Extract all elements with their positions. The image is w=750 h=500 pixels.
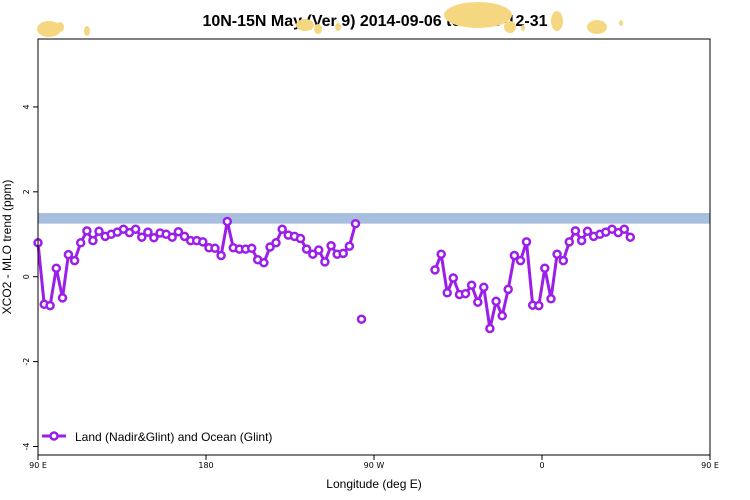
- x-axis: 90 E 180 90 W 0 90 E: [29, 455, 719, 470]
- data-point: [308, 249, 318, 259]
- data-point: [69, 255, 80, 266]
- map-strip-land: [37, 21, 61, 38]
- data-point: [442, 288, 452, 298]
- data-point: [515, 255, 526, 266]
- series-layer: [33, 216, 636, 334]
- data-point: [173, 226, 184, 237]
- data-point: [63, 249, 74, 260]
- data-point: [460, 288, 471, 299]
- x-tick-label: 90 E: [29, 461, 47, 470]
- data-point: [552, 249, 562, 259]
- data-point: [479, 282, 489, 293]
- data-point: [436, 249, 446, 259]
- data-point: [143, 227, 153, 237]
- data-point: [75, 238, 86, 248]
- data-point: [45, 300, 55, 311]
- map-strip-land: [296, 19, 314, 32]
- data-point: [326, 240, 336, 251]
- data-point: [167, 232, 177, 242]
- map-strip-land: [521, 25, 525, 32]
- data-point: [130, 224, 141, 234]
- x-tick-label: 180: [198, 461, 213, 470]
- x-tick-label: 0: [539, 461, 544, 470]
- data-point: [564, 237, 575, 247]
- map-strip-land: [587, 20, 607, 35]
- data-point: [222, 216, 233, 227]
- data-point: [57, 293, 68, 303]
- data-point: [558, 255, 569, 266]
- legend-label: Land (Nadir&Glint) and Ocean (Glint): [75, 430, 272, 444]
- map-strip-land: [619, 20, 623, 27]
- data-point: [259, 257, 269, 268]
- data-point: [271, 238, 281, 248]
- data-point: [277, 224, 287, 234]
- data-point: [570, 226, 581, 236]
- plot-frame: [37, 38, 711, 456]
- data-point: [466, 280, 477, 290]
- data-point: [265, 242, 275, 252]
- map-strip-land: [84, 26, 90, 37]
- data-point: [149, 232, 159, 243]
- data-point: [509, 250, 520, 261]
- data-point: [295, 233, 306, 244]
- series-line: [433, 227, 632, 330]
- x-axis-label: Longitude (deg E): [326, 477, 421, 491]
- y-tick-label: -4: [22, 443, 31, 451]
- data-point: [534, 300, 544, 311]
- data-point: [344, 241, 355, 251]
- data-point: [473, 297, 483, 307]
- y-tick-label: 4: [22, 104, 31, 109]
- data-point: [540, 263, 550, 273]
- data-point: [94, 226, 104, 237]
- data-point: [137, 232, 147, 242]
- data-point: [350, 218, 361, 229]
- map-strip: [37, 2, 710, 224]
- data-point: [179, 231, 190, 242]
- data-point: [246, 243, 257, 254]
- map-strip-land: [444, 2, 512, 29]
- data-point: [338, 248, 348, 259]
- legend-marker: [49, 431, 59, 441]
- y-axis-label: XCO2 - MLO trend (ppm): [0, 180, 14, 315]
- data-point: [51, 263, 62, 273]
- x-tick-label: 90 E: [701, 461, 719, 470]
- data-point: [320, 257, 330, 267]
- data-point: [497, 311, 507, 321]
- data-point: [546, 294, 556, 304]
- x-tick-label: 90 W: [364, 461, 385, 470]
- data-point: [485, 323, 495, 334]
- y-tick-label: 0: [22, 274, 31, 279]
- data-point: [430, 265, 440, 275]
- map-strip-land: [504, 21, 516, 34]
- data-point: [576, 235, 587, 246]
- data-point: [521, 237, 532, 247]
- data-point: [448, 273, 459, 283]
- map-strip-land: [551, 11, 563, 32]
- data-point: [503, 284, 513, 295]
- data-point: [301, 244, 312, 254]
- map-strip-land: [335, 23, 341, 32]
- map-strip-land: [314, 24, 322, 35]
- data-point: [210, 243, 220, 254]
- data-point: [619, 224, 630, 234]
- data-point: [313, 245, 324, 255]
- y-tick-label: -2: [22, 358, 31, 366]
- data-point: [491, 296, 501, 307]
- data-point: [582, 226, 593, 237]
- map-strip-ocean: [38, 213, 710, 224]
- data-point: [88, 235, 98, 246]
- data-point: [356, 314, 367, 324]
- data-point: [625, 232, 636, 242]
- y-tick-label: 2: [22, 189, 31, 194]
- legend: Land (Nadir&Glint) and Ocean (Glint): [42, 430, 272, 444]
- data-point: [82, 226, 92, 236]
- y-axis: -4 -2 0 2 4: [22, 104, 38, 451]
- data-point: [198, 237, 208, 247]
- data-point: [216, 250, 226, 261]
- map-strip-land: [56, 22, 64, 33]
